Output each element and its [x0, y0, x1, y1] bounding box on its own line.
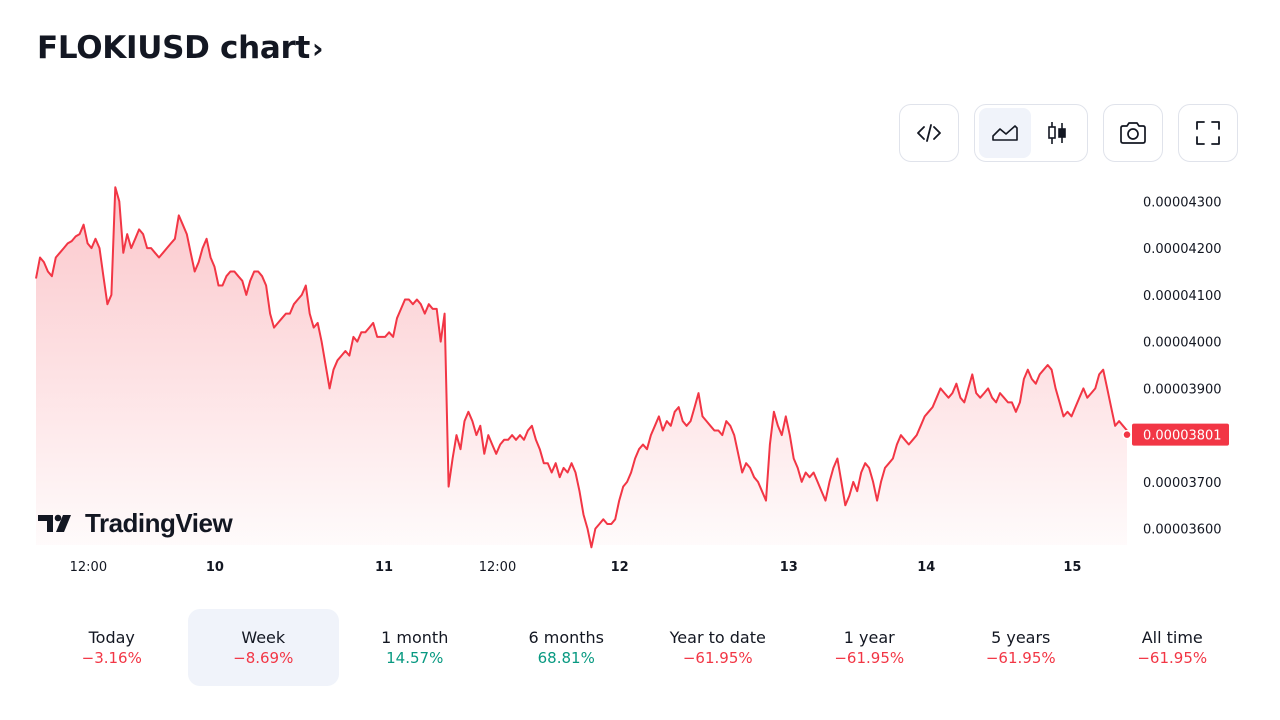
series-area-fill	[36, 187, 1127, 548]
period-change-value: −61.95%	[682, 649, 753, 667]
period-tab-1-month[interactable]: 1 month 14.57%	[339, 609, 491, 686]
code-icon	[917, 124, 941, 142]
x-axis-tick-label: 15	[1063, 560, 1081, 575]
period-tab-6-months[interactable]: 6 months 68.81%	[491, 609, 643, 686]
period-tab-year-to-date[interactable]: Year to date −61.95%	[642, 609, 794, 686]
area-chart-icon	[992, 125, 1018, 141]
y-axis-tick-label: 0.00003700	[1143, 476, 1222, 491]
x-axis-tick-label: 11	[375, 560, 393, 575]
fullscreen-button[interactable]	[1179, 104, 1237, 162]
period-label: Year to date	[669, 628, 766, 647]
x-axis-tick-label: 12	[611, 560, 629, 575]
symbol-title[interactable]: FLOKIUSD chart	[37, 30, 311, 66]
snapshot-button[interactable]	[1104, 104, 1162, 162]
period-change-value: −3.16%	[81, 649, 142, 667]
snapshot-button-wrap	[1103, 104, 1163, 162]
period-label: All time	[1141, 628, 1203, 647]
embed-button[interactable]	[900, 104, 958, 162]
y-axis-tick-label: 0.00004100	[1143, 289, 1222, 304]
period-label: 1 year	[843, 628, 895, 647]
price-chart[interactable]: 0.00004300 0.00004200 0.00004100 0.00004000…	[0, 170, 1280, 590]
period-change-value: −61.95%	[834, 649, 905, 667]
period-label: 6 months	[528, 628, 605, 647]
period-change-value: 14.57%	[386, 649, 444, 667]
last-price-dot	[1122, 429, 1132, 440]
page-title[interactable]: FLOKIUSD chart ›	[37, 30, 324, 66]
tradingview-logo-icon	[38, 514, 71, 532]
tradingview-logo-text: TradingView	[85, 508, 233, 538]
series-line	[35, 186, 1128, 549]
period-tab-all-time[interactable]: All time −61.95%	[1097, 609, 1249, 686]
last-price-label: 0.00003801	[1143, 429, 1222, 444]
period-label: Week	[241, 628, 286, 647]
period-label: 5 years	[991, 628, 1051, 647]
period-change-value: 68.81%	[537, 649, 595, 667]
y-axis-tick-label: 0.00004000	[1143, 336, 1222, 351]
chevron-right-icon: ›	[312, 31, 324, 65]
y-axis-tick-label: 0.00003900	[1143, 382, 1222, 397]
y-axis-tick-label: 0.00003600	[1143, 523, 1222, 538]
period-tab-5-years[interactable]: 5 years −61.95%	[945, 609, 1097, 686]
area-style-button[interactable]	[979, 108, 1031, 158]
period-tab-1-year[interactable]: 1 year −61.95%	[794, 609, 946, 686]
x-axis-tick-label: 12:00	[479, 560, 516, 575]
last-price-tag	[1132, 423, 1229, 446]
period-label: 1 month	[381, 628, 449, 647]
x-axis-tick-label: 10	[206, 560, 224, 575]
x-axis-tick-label: 13	[780, 560, 798, 575]
candlestick-icon	[1048, 122, 1066, 144]
embed-button-wrap	[899, 104, 959, 162]
period-tab-week[interactable]: Week −8.69%	[187, 609, 339, 686]
period-selector: Today −3.16% Week −8.69% 1 month 14.57% 6 mont…	[36, 609, 1248, 686]
period-change-value: −61.95%	[985, 649, 1056, 667]
y-axis-tick-label: 0.00004200	[1143, 242, 1222, 257]
period-tab-today[interactable]: Today −3.16%	[36, 609, 188, 686]
chart-style-switcher	[974, 104, 1088, 162]
period-label: Today	[88, 628, 135, 647]
candles-style-button[interactable]	[1031, 108, 1083, 158]
tradingview-logo[interactable]: TradingView	[37, 508, 233, 539]
period-change-value: −61.95%	[1137, 649, 1208, 667]
camera-icon	[1120, 122, 1146, 144]
x-axis-tick-label: 14	[917, 560, 935, 575]
period-change-value: −8.69%	[233, 649, 294, 667]
fullscreen-icon	[1196, 121, 1220, 145]
fullscreen-button-wrap	[1178, 104, 1238, 162]
x-axis-tick-label: 12:00	[70, 560, 107, 575]
y-axis-tick-label: 0.00004300	[1143, 195, 1222, 210]
